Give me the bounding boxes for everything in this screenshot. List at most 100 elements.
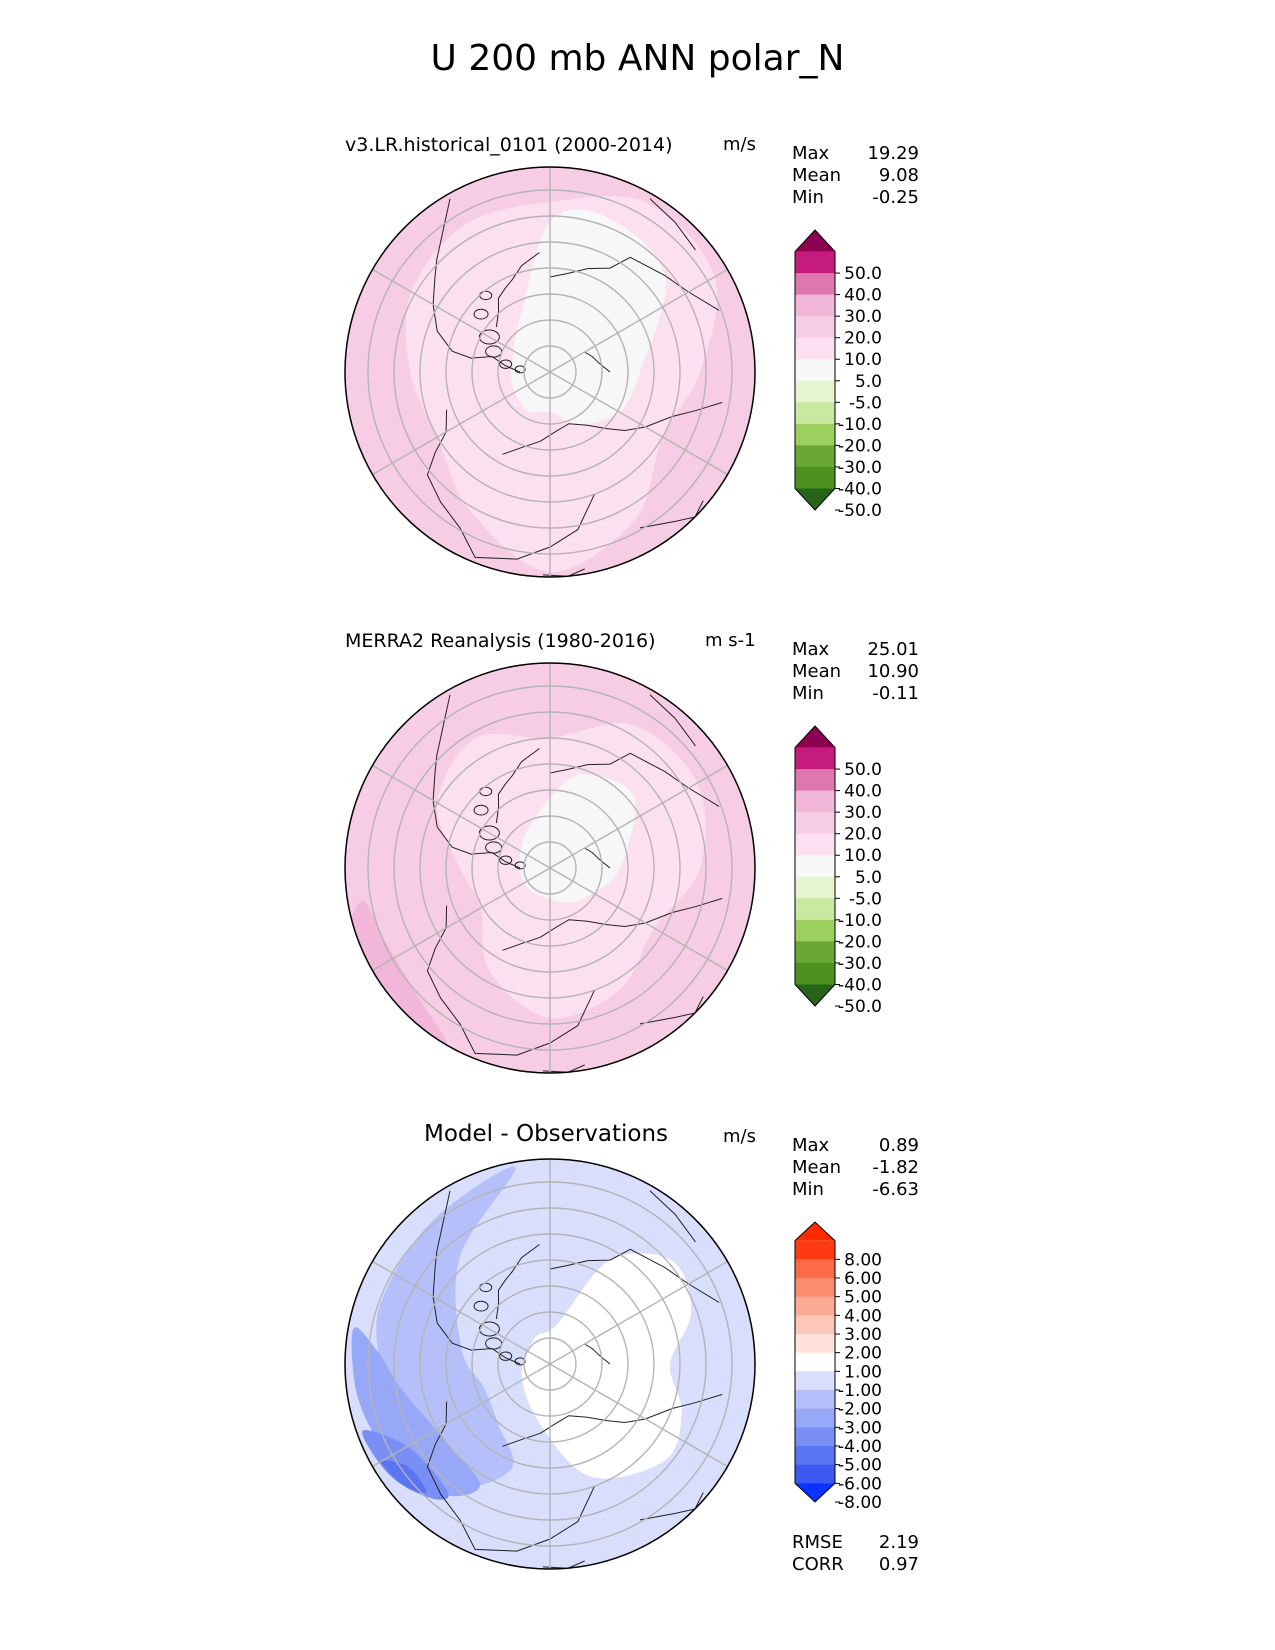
coastline-segment <box>649 1190 696 1243</box>
colorbar-tick-label: 3.00 <box>844 1325 882 1345</box>
colorbar-tick-label: 40.0 <box>844 782 882 802</box>
reference-polar-map <box>344 662 756 1074</box>
colorbar-cell <box>795 466 835 489</box>
colorbar-cell <box>795 1371 835 1391</box>
stat-value: 9.08 <box>878 165 919 186</box>
colorbar-extend-top <box>795 230 835 252</box>
colorbar-extend-top <box>795 1222 835 1241</box>
stat-row-max: Max 19.29 <box>792 143 919 165</box>
meridian-line <box>372 371 551 476</box>
colorbar-tick-label: -30.0 <box>838 954 882 974</box>
colorbar-cell <box>795 962 835 985</box>
colorbar-tick-label: 5.0 <box>855 372 882 392</box>
colorbar-tick-label: -10.0 <box>838 415 882 435</box>
colorbar-cell <box>795 294 835 317</box>
coastline-segment <box>584 351 611 373</box>
map-boundary <box>344 662 756 1074</box>
colorbar-tick-label: -50.0 <box>838 997 882 1016</box>
colorbar-cell <box>795 316 835 339</box>
coastline-segment <box>649 694 696 747</box>
coastline-segment <box>649 198 696 251</box>
colorbar-cell <box>795 251 835 274</box>
colorbar-tick-label: 8.00 <box>844 1250 882 1270</box>
meridian-line <box>372 764 551 869</box>
coastline-segment <box>495 1244 540 1320</box>
reference-panel: MERRA2 Reanalysis (1980-2016) m s-1 Max 2… <box>0 0 1275 1074</box>
stat-row-max: Max 0.89 <box>792 1135 919 1157</box>
stat-value: -0.11 <box>872 683 919 704</box>
coastline-segment <box>584 1343 611 1365</box>
coastline-island <box>514 861 526 870</box>
colorbar-cell <box>795 1278 835 1298</box>
colorbar-tick-label: -5.0 <box>849 889 882 909</box>
colorbar-cell <box>795 445 835 468</box>
colorbar-cell <box>795 1240 835 1260</box>
metric-row-corr: CORR 0.97 <box>792 1554 919 1576</box>
colorbar-cell <box>795 941 835 964</box>
metric-label: RMSE <box>792 1532 843 1553</box>
colorbar-tick-label: 50.0 <box>844 760 882 780</box>
meridian-line <box>372 1260 551 1365</box>
colorbar-cell <box>795 769 835 792</box>
stat-label: Min <box>792 1179 824 1200</box>
coastline-segment <box>502 1393 723 1447</box>
contour-minus5-4 <box>362 1430 449 1500</box>
coastline-segment <box>426 1401 595 1552</box>
figure-title: U 200 mb ANN polar_N <box>430 38 845 79</box>
diff-panel-title: Model - Observations <box>424 1121 669 1147</box>
colorbar-tick-label: -20.0 <box>838 436 882 456</box>
coastline-segment <box>426 905 595 1056</box>
colorbar-cell <box>795 1446 835 1466</box>
stat-value: 25.01 <box>867 639 919 660</box>
diff-stats: Max 0.89 Mean -1.82 Min -6.63 <box>792 1135 919 1201</box>
contour-minus4-3 <box>351 1327 481 1497</box>
meridian-line <box>549 1260 728 1365</box>
colorbar-tick-label: -3.00 <box>838 1418 882 1438</box>
colorbar-tick-label: -30.0 <box>838 458 882 478</box>
colorbar-tick-label: -1.00 <box>838 1381 882 1401</box>
coastline-island <box>514 365 526 374</box>
coastline-island <box>478 329 500 345</box>
stat-label: Max <box>792 1135 830 1156</box>
stat-value: -0.25 <box>872 187 919 208</box>
map-boundary <box>344 166 756 578</box>
meridian-line <box>549 268 728 373</box>
colorbar-cell <box>795 1315 835 1335</box>
diff-colorbar: 8.006.005.004.003.002.001.00-1.00-2.00-3… <box>794 1221 882 1512</box>
metric-value: 0.97 <box>878 1554 919 1575</box>
coastline-island <box>478 825 500 841</box>
coastline-island <box>499 855 513 865</box>
colorbar-tick-label: -4.00 <box>838 1437 882 1457</box>
graticule <box>367 1159 733 1569</box>
colorbar-cell <box>795 1296 835 1316</box>
colorbar-tick-label: 40.0 <box>844 286 882 306</box>
diff-panel: Model - Observations m/s Max 0.89 Mean -1.… <box>0 0 1275 1575</box>
colorbar-tick-label: -40.0 <box>838 479 882 499</box>
colorbar-tick-label: -8.00 <box>838 1493 882 1512</box>
colorbar-tick-label: -50.0 <box>838 501 882 520</box>
coastline-segment <box>432 1190 521 1365</box>
stat-label: Max <box>792 639 830 660</box>
colorbar-tick-label: 1.00 <box>844 1362 882 1382</box>
stat-value: 19.29 <box>867 143 919 164</box>
meridian-line <box>372 867 551 972</box>
coastline-island <box>473 308 489 320</box>
stat-label: Min <box>792 683 824 704</box>
metric-row-rmse: RMSE 2.19 <box>792 1532 919 1554</box>
colorbar-extend-bottom <box>795 488 835 510</box>
stat-value: 0.89 <box>878 1135 919 1156</box>
meridian-line <box>549 867 728 972</box>
colorbar-tick-label: -5.00 <box>838 1456 882 1476</box>
colorbar-cell <box>795 402 835 425</box>
meridian-line <box>372 1363 551 1468</box>
coastline-segment <box>639 500 704 529</box>
colorbar-cell <box>795 423 835 446</box>
colorbar-tick-label: -2.00 <box>838 1400 882 1420</box>
reference-colorbar: 50.040.030.020.010.05.0-5.0-10.0-20.0-30… <box>794 725 882 1016</box>
colorbar-extend-top <box>795 726 835 748</box>
stat-value: 10.90 <box>867 661 919 682</box>
stat-row-max: Max 25.01 <box>792 639 919 661</box>
colorbar-tick-label: 2.00 <box>844 1344 882 1364</box>
test-polar-map <box>344 166 756 578</box>
reference-units: m s-1 <box>705 630 756 651</box>
